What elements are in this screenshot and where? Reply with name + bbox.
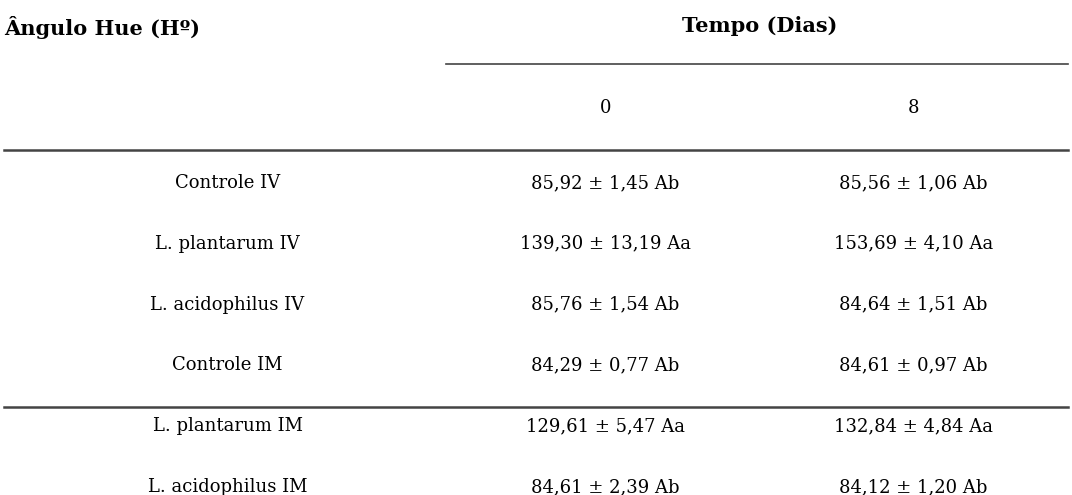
Text: Ângulo Hue (Hº): Ângulo Hue (Hº): [4, 16, 200, 40]
Text: Tempo (Dias): Tempo (Dias): [682, 16, 837, 37]
Text: Controle IM: Controle IM: [173, 356, 283, 374]
Text: 84,64 ± 1,51 Ab: 84,64 ± 1,51 Ab: [839, 296, 987, 313]
Text: 153,69 ± 4,10 Aa: 153,69 ± 4,10 Aa: [834, 235, 994, 253]
Text: 85,92 ± 1,45 Ab: 85,92 ± 1,45 Ab: [531, 174, 680, 192]
Text: 85,56 ± 1,06 Ab: 85,56 ± 1,06 Ab: [839, 174, 988, 192]
Text: 84,61 ± 2,39 Ab: 84,61 ± 2,39 Ab: [531, 478, 680, 495]
Text: 84,61 ± 0,97 Ab: 84,61 ± 0,97 Ab: [839, 356, 988, 374]
Text: 139,30 ± 13,19 Aa: 139,30 ± 13,19 Aa: [520, 235, 690, 253]
Text: 85,76 ± 1,54 Ab: 85,76 ± 1,54 Ab: [531, 296, 680, 313]
Text: 132,84 ± 4,84 Aa: 132,84 ± 4,84 Aa: [834, 417, 993, 435]
Text: L. acidophilus IV: L. acidophilus IV: [150, 296, 304, 313]
Text: 0: 0: [599, 99, 611, 117]
Text: 8: 8: [908, 99, 920, 117]
Text: L. acidophilus IM: L. acidophilus IM: [148, 478, 308, 495]
Text: 84,29 ± 0,77 Ab: 84,29 ± 0,77 Ab: [531, 356, 680, 374]
Text: L. plantarum IM: L. plantarum IM: [152, 417, 302, 435]
Text: 129,61 ± 5,47 Aa: 129,61 ± 5,47 Aa: [525, 417, 685, 435]
Text: L. plantarum IV: L. plantarum IV: [155, 235, 300, 253]
Text: Controle IV: Controle IV: [175, 174, 280, 192]
Text: 84,12 ± 1,20 Ab: 84,12 ± 1,20 Ab: [839, 478, 987, 495]
